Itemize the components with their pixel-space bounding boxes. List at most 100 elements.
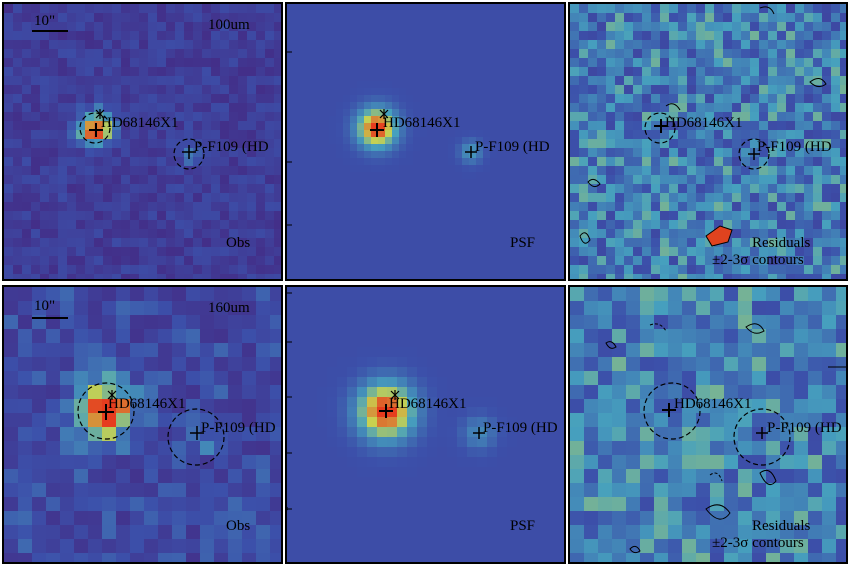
pixel <box>642 40 652 50</box>
pixel <box>434 60 442 68</box>
pixel <box>184 76 194 86</box>
pixel <box>297 467 308 478</box>
pixel <box>626 329 641 344</box>
pixel <box>49 202 59 212</box>
pixel <box>297 507 308 518</box>
pixel <box>417 327 428 338</box>
pixel <box>76 274 86 279</box>
pixel <box>553 60 561 68</box>
pixel <box>357 67 365 75</box>
pixel <box>211 193 221 203</box>
pixel <box>315 137 323 145</box>
pixel <box>553 193 561 201</box>
pixel <box>186 315 201 330</box>
pixel <box>130 139 140 149</box>
pixel <box>397 517 408 528</box>
pixel <box>705 40 715 50</box>
pixel <box>350 53 358 61</box>
pixel <box>752 287 767 302</box>
pixel <box>256 130 266 140</box>
pixel <box>139 85 149 95</box>
pixel <box>546 193 554 201</box>
pixel <box>270 287 281 302</box>
pixel <box>831 256 841 266</box>
pixel <box>406 200 414 208</box>
pixel <box>287 102 295 110</box>
pixel <box>270 455 281 470</box>
pixel <box>497 347 508 358</box>
pixel <box>497 367 508 378</box>
pixel <box>148 103 158 113</box>
pixel <box>74 287 89 302</box>
pixel <box>4 238 14 248</box>
pixel <box>612 329 627 344</box>
pixel <box>732 85 742 95</box>
pixel <box>121 184 131 194</box>
pixel <box>378 249 386 257</box>
pixel <box>539 88 547 96</box>
pixel <box>301 144 309 152</box>
pixel <box>579 58 589 68</box>
pixel <box>158 427 173 442</box>
pixel <box>287 327 298 338</box>
pixel <box>265 121 275 131</box>
pixel <box>497 517 508 528</box>
pixel <box>553 53 561 61</box>
pixel <box>490 165 498 173</box>
pixel <box>130 455 145 470</box>
pixel <box>121 94 131 104</box>
pixel <box>139 49 149 59</box>
pixel <box>274 211 281 221</box>
pixel <box>287 277 295 279</box>
pixel <box>308 263 316 271</box>
pixel <box>49 265 59 275</box>
pixel <box>294 102 302 110</box>
pixel <box>511 81 519 89</box>
pixel <box>678 193 688 203</box>
pixel <box>357 357 368 368</box>
pixel <box>371 102 379 110</box>
pixel <box>750 247 760 257</box>
pixel <box>184 229 194 239</box>
pixel <box>406 74 414 82</box>
pixel <box>297 537 308 548</box>
pixel <box>392 109 400 117</box>
pixel <box>49 76 59 86</box>
pixel <box>687 247 697 257</box>
pixel <box>238 49 248 59</box>
pixel <box>678 175 688 185</box>
pixel <box>633 193 643 203</box>
pixel <box>682 329 697 344</box>
pixel <box>447 457 458 468</box>
pixel <box>511 256 519 264</box>
pixel <box>539 67 547 75</box>
pixel <box>343 228 351 236</box>
pixel <box>103 4 113 14</box>
pixel <box>387 517 398 528</box>
pixel <box>367 467 378 478</box>
pixel <box>624 202 634 212</box>
pixel <box>287 74 295 82</box>
pixel <box>347 497 358 508</box>
pixel <box>660 175 670 185</box>
pixel <box>22 76 32 86</box>
pixel <box>497 497 508 508</box>
pixel <box>301 151 309 159</box>
pixel <box>588 247 598 257</box>
pixel <box>144 497 159 512</box>
pixel <box>307 317 318 328</box>
pixel <box>371 46 379 54</box>
pixel <box>539 123 547 131</box>
pixel <box>420 151 428 159</box>
pixel <box>265 184 275 194</box>
pixel <box>350 277 358 279</box>
pixel <box>357 4 365 12</box>
pixel <box>732 112 742 122</box>
pixel <box>687 22 697 32</box>
pixel <box>606 31 616 41</box>
pixel <box>13 247 23 257</box>
pixel <box>517 507 528 518</box>
pixel <box>597 13 607 23</box>
pixel <box>487 547 498 558</box>
pixel <box>476 165 484 173</box>
